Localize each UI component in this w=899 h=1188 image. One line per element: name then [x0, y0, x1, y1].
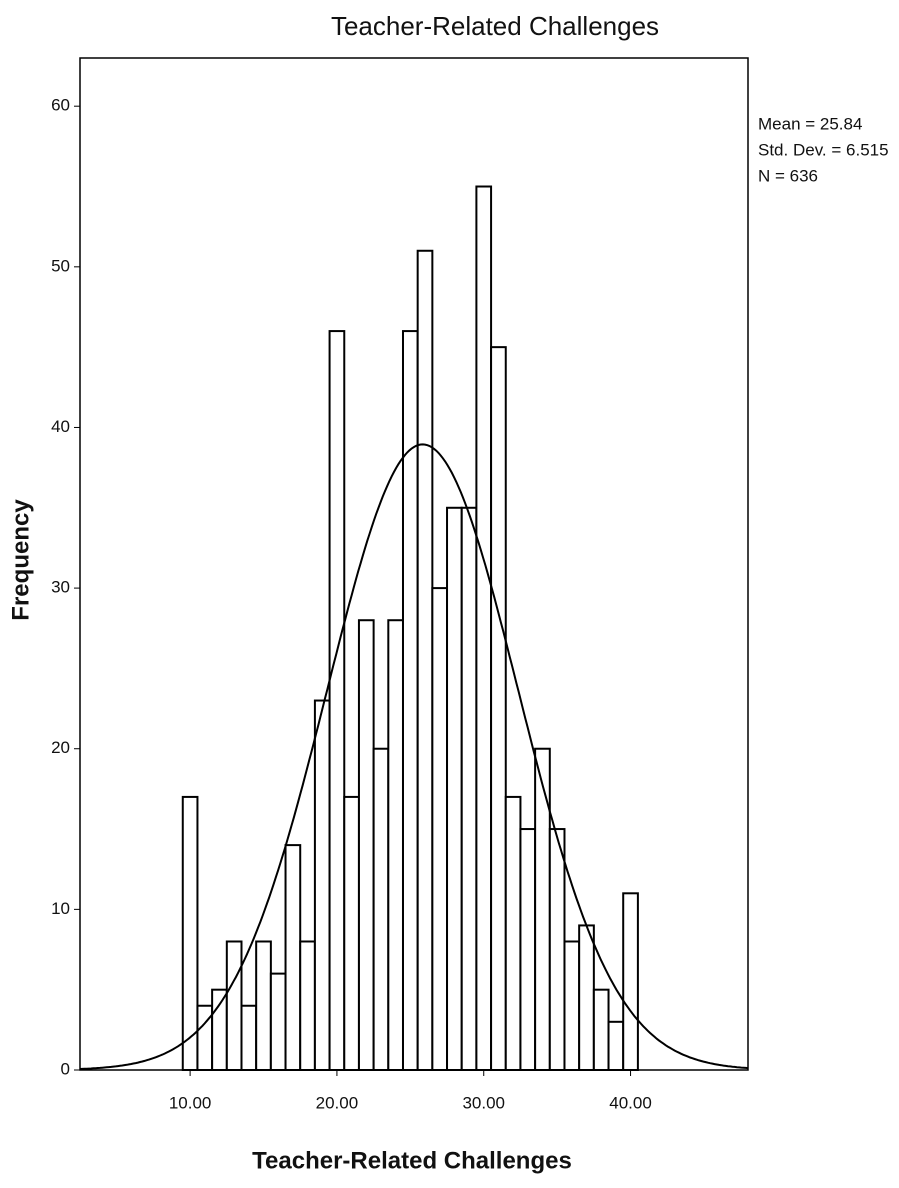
x-tick-label: 10.00 [169, 1093, 212, 1112]
bar [330, 331, 345, 1070]
bar [359, 620, 374, 1070]
y-tick-label: 40 [51, 417, 70, 436]
bar [300, 941, 315, 1070]
bar [315, 701, 330, 1070]
bar [374, 749, 389, 1070]
bar [491, 347, 506, 1070]
bar [535, 749, 550, 1070]
y-tick-label: 20 [51, 738, 70, 757]
bar [476, 187, 491, 1070]
bar [212, 990, 227, 1070]
y-tick-label: 0 [61, 1059, 70, 1078]
bar [403, 331, 418, 1070]
stat-label: Std. Dev. = 6.515 [758, 140, 889, 159]
bar [579, 925, 594, 1070]
bar [183, 797, 198, 1070]
bar [432, 588, 447, 1070]
bar [256, 941, 271, 1070]
x-tick-label: 40.00 [609, 1093, 652, 1112]
y-tick-label: 30 [51, 578, 70, 597]
bar [227, 941, 242, 1070]
bar [564, 941, 579, 1070]
bar [241, 1006, 256, 1070]
y-tick-label: 60 [51, 96, 70, 115]
y-axis-label: Frequency [7, 499, 34, 621]
bar [418, 251, 433, 1070]
y-tick-label: 50 [51, 256, 70, 275]
bar [197, 1006, 212, 1070]
bar [520, 829, 535, 1070]
bar [594, 990, 609, 1070]
y-tick-label: 10 [51, 899, 70, 918]
chart-title: Teacher-Related Challenges [331, 11, 659, 41]
x-tick-label: 30.00 [462, 1093, 505, 1112]
bar [344, 797, 359, 1070]
bar [550, 829, 565, 1070]
bar [609, 1022, 624, 1070]
bar [447, 508, 462, 1070]
bar [388, 620, 403, 1070]
x-axis-label: Teacher-Related Challenges [252, 1147, 572, 1174]
bar [462, 508, 477, 1070]
bar [506, 797, 521, 1070]
bar [623, 893, 638, 1070]
x-tick-label: 20.00 [316, 1093, 359, 1112]
stat-label: N = 636 [758, 166, 818, 185]
stat-label: Mean = 25.84 [758, 114, 862, 133]
bar [286, 845, 301, 1070]
bar [271, 974, 286, 1070]
chart: Teacher-Related Challenges Teacher-Relat… [0, 0, 899, 1183]
